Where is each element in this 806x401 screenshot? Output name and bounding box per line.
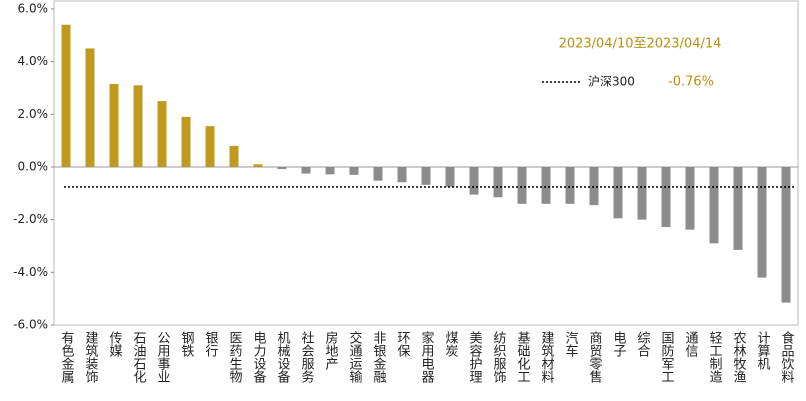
- x-tick-label: 社会服务: [299, 330, 315, 383]
- y-tick-label: 4.0%: [18, 54, 49, 68]
- x-tick-label: 农林牧渔: [731, 331, 747, 383]
- y-tick-label: 6.0%: [18, 1, 49, 15]
- bar: [325, 166, 335, 175]
- x-tick-label: 汽车: [563, 331, 579, 357]
- x-tick-label: 美容护理: [467, 331, 483, 383]
- bar: [445, 166, 455, 187]
- bar: [61, 24, 71, 167]
- y-tick-label: -2.0%: [13, 212, 48, 226]
- bar: [685, 166, 695, 230]
- x-tick-label: 综合: [635, 331, 651, 357]
- x-tick-label: 商贸零售: [587, 331, 603, 383]
- bar: [373, 166, 383, 181]
- annotation: 2023/04/10至2023/04/14: [559, 37, 722, 52]
- bar: [613, 166, 623, 219]
- plot-frame: [53, 0, 799, 326]
- x-tick-label: 有色金属: [59, 331, 75, 384]
- x-tick-label: 食品饮料: [779, 330, 795, 383]
- x-tick-label: 轻工制造: [707, 331, 723, 384]
- x-tick-label: 计算机: [755, 331, 771, 371]
- x-tick-label: 基础化工: [515, 331, 531, 383]
- x-tick-label: 通信: [683, 331, 699, 357]
- bar: [565, 166, 575, 204]
- x-tick-label: 机械设备: [275, 331, 291, 384]
- x-tick-label: 电力设备: [251, 331, 267, 384]
- x-tick-label: 非银金融: [371, 331, 387, 383]
- bar: [229, 145, 239, 167]
- x-tick-label: 建筑装饰: [83, 331, 99, 383]
- x-tick-label: 国防军工: [659, 331, 675, 383]
- bar: [133, 85, 143, 167]
- legend-label: 沪深300: [588, 75, 635, 89]
- x-tick-label: 房地产: [323, 330, 339, 371]
- bar: [109, 83, 119, 167]
- bar: [517, 166, 527, 204]
- bar: [637, 166, 647, 220]
- x-tick-label: 钢铁: [179, 331, 195, 357]
- bar: [781, 166, 791, 303]
- bar: [493, 166, 503, 198]
- x-tick-label: 电子: [611, 331, 627, 357]
- bar: [469, 166, 479, 195]
- x-tick-label: 公用事业: [155, 331, 171, 383]
- bar: [277, 166, 287, 170]
- x-tick-label: 家用电器: [419, 330, 435, 384]
- x-tick-label: 石油石化: [131, 331, 147, 384]
- y-tick-label: 0.0%: [18, 159, 49, 173]
- x-tick-label: 银行: [203, 331, 219, 358]
- bar: [589, 166, 599, 206]
- bar: [349, 166, 359, 175]
- bar: [253, 164, 263, 167]
- bar: [661, 166, 671, 228]
- y-tick-label: 2.0%: [18, 107, 49, 121]
- x-tick-label: 传媒: [107, 331, 123, 357]
- x-tick-label: 纺织服饰: [491, 331, 507, 383]
- legend-value: -0.76%: [668, 75, 714, 90]
- bar: [85, 48, 95, 167]
- bar: [757, 166, 767, 278]
- x-tick-label: 医药生物: [227, 331, 243, 384]
- bar: [157, 101, 167, 167]
- y-tick-label: -4.0%: [13, 265, 48, 279]
- bar: [205, 126, 215, 167]
- bar: [421, 166, 431, 185]
- bar: [541, 166, 551, 204]
- x-tick-label: 环保: [395, 331, 411, 357]
- bar: [709, 166, 719, 244]
- bar: [733, 166, 743, 250]
- x-tick-label: 建筑材料: [539, 331, 555, 383]
- x-tick-label: 交通运输: [347, 330, 363, 383]
- x-tick-label: 煤炭: [443, 331, 459, 358]
- bar: [181, 116, 191, 167]
- bar: [397, 166, 407, 183]
- y-tick-label: -6.0%: [13, 318, 48, 332]
- bar: [301, 166, 311, 174]
